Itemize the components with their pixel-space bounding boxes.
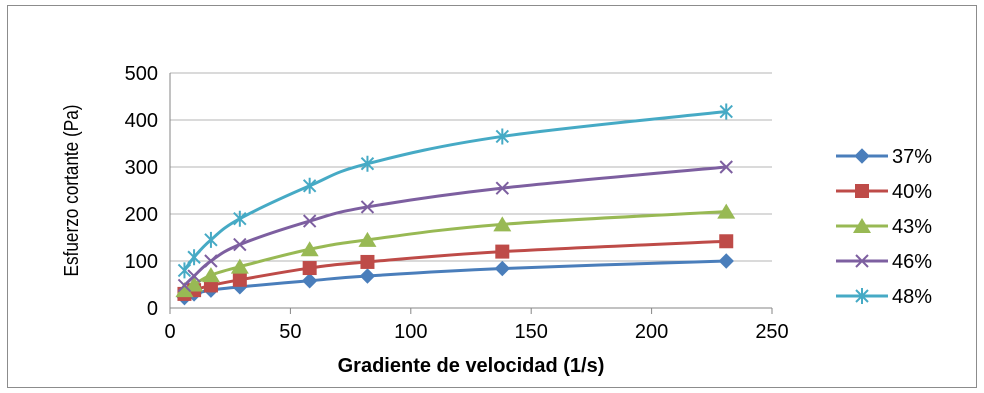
- data-point: [204, 231, 218, 248]
- series-line: [183, 110, 727, 272]
- series-40pct: [177, 234, 734, 301]
- y-tick-label: 300: [125, 157, 158, 179]
- series-48pct: [177, 103, 733, 279]
- legend-marker: [855, 184, 869, 198]
- data-point: [187, 269, 201, 283]
- legend-label: 43%: [892, 216, 932, 238]
- y-tick-label: 100: [125, 251, 158, 273]
- data-point: [300, 241, 319, 257]
- data-point: [232, 272, 247, 287]
- legend-marker: [855, 254, 869, 268]
- data-point: [718, 253, 734, 269]
- data-point: [233, 210, 247, 227]
- x-axis-title: Gradiente de velocidad (1/s): [338, 355, 605, 377]
- legend-marker: [853, 218, 871, 233]
- y-tick-label: 0: [147, 298, 158, 320]
- legend-item: 46%: [836, 251, 932, 273]
- data-point: [360, 254, 375, 269]
- legend-marker: [855, 288, 869, 304]
- data-point: [233, 237, 247, 252]
- data-point: [360, 155, 375, 172]
- data-point: [187, 249, 201, 266]
- data-point: [717, 203, 736, 219]
- x-tick-label: 0: [164, 321, 175, 343]
- y-tick-label: 500: [125, 63, 158, 85]
- x-tick-label: 200: [635, 321, 668, 343]
- data-point: [185, 276, 204, 292]
- data-point: [358, 231, 377, 247]
- y-tick-label: 200: [125, 204, 158, 226]
- data-point: [301, 273, 318, 289]
- data-point: [719, 234, 734, 249]
- chart-frame: [7, 5, 977, 388]
- data-point: [175, 282, 194, 298]
- legend-item: 48%: [836, 286, 932, 308]
- data-point: [302, 261, 317, 276]
- data-point: [495, 128, 510, 145]
- data-point: [230, 258, 249, 274]
- series-46pct: [177, 160, 733, 293]
- series-43pct: [175, 203, 736, 298]
- data-point: [204, 254, 218, 268]
- data-point: [495, 244, 510, 259]
- x-tick-label: 150: [515, 321, 548, 343]
- data-point: [495, 181, 510, 195]
- legend-label: 37%: [892, 146, 932, 168]
- data-point: [719, 160, 733, 174]
- data-point: [302, 214, 317, 228]
- data-point: [201, 267, 220, 283]
- series-line: [183, 165, 727, 287]
- data-point: [359, 268, 376, 284]
- x-tick-label: 250: [755, 321, 788, 343]
- series-line: [183, 210, 727, 292]
- legend-item: 43%: [836, 216, 932, 238]
- data-point: [302, 177, 317, 194]
- series-line: [183, 259, 727, 300]
- x-tick-label: 50: [279, 321, 301, 343]
- legend-label: 46%: [892, 251, 932, 273]
- data-point: [494, 260, 511, 277]
- y-axis-title: Esfuerzo cortante (Pa): [60, 105, 83, 277]
- legend-item: 37%: [836, 146, 932, 168]
- legend-label: 48%: [892, 286, 932, 308]
- data-point: [360, 200, 375, 214]
- legend-item: 40%: [836, 181, 932, 203]
- legend-label: 40%: [892, 181, 932, 203]
- legend-marker: [854, 148, 870, 164]
- data-point: [493, 216, 512, 232]
- legend: 37% 40% 43% 46% 48%: [836, 146, 932, 308]
- data-point: [719, 103, 733, 120]
- x-tick-label: 100: [394, 321, 427, 343]
- data-point: [177, 262, 192, 279]
- y-tick-label: 400: [125, 110, 158, 132]
